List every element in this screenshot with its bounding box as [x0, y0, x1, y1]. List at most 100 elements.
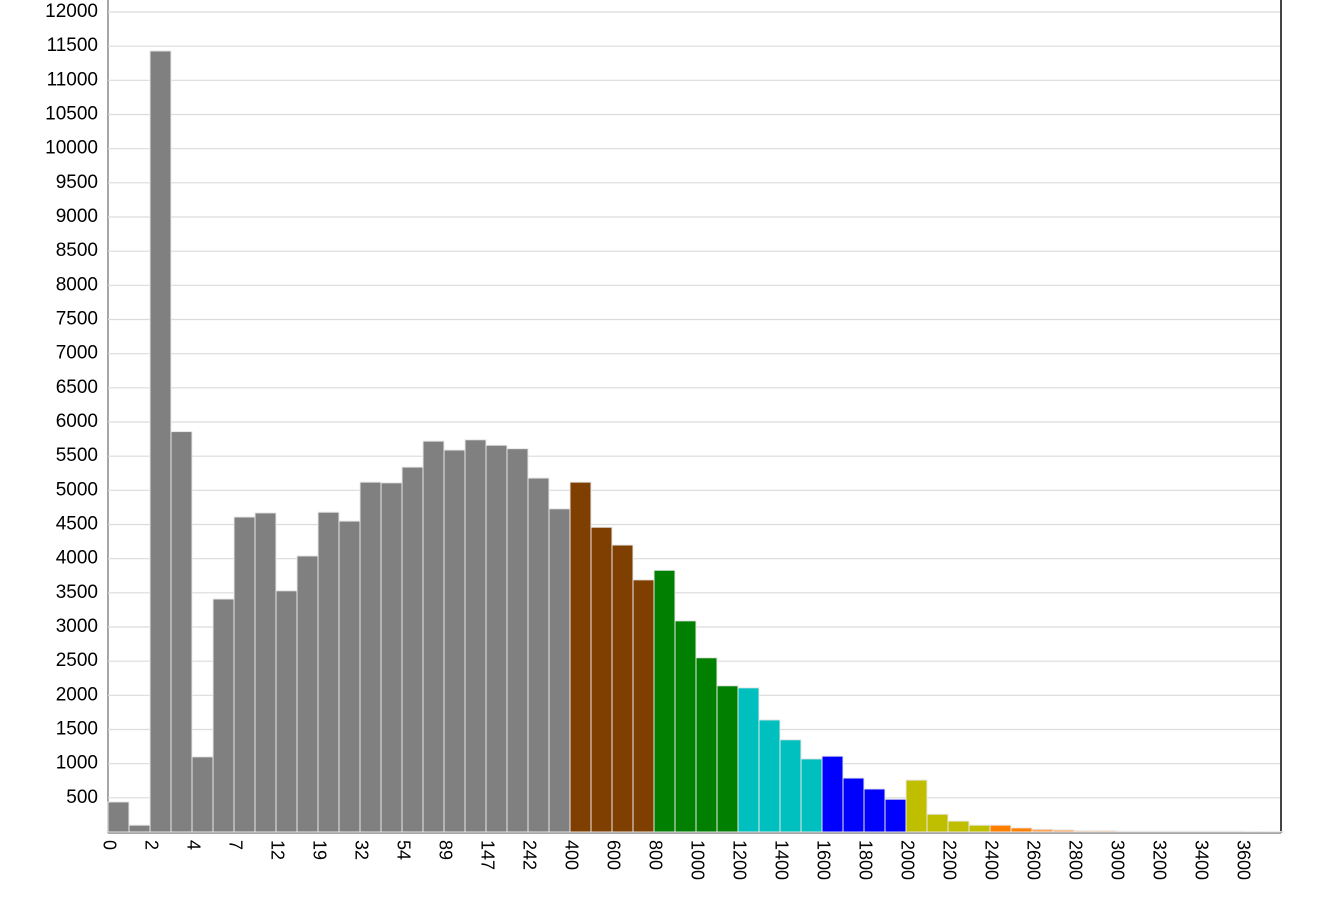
x-tick-label: 54	[393, 840, 413, 860]
bar	[1199, 830, 1222, 833]
bar	[317, 511, 340, 833]
bar	[233, 516, 256, 833]
x-tick-label: 400	[561, 840, 581, 870]
x-tick-label: 89	[435, 840, 455, 860]
bar	[1157, 830, 1180, 833]
bar	[1220, 830, 1243, 833]
y-tick-label: 12000	[45, 1, 98, 22]
bar	[254, 512, 277, 833]
x-tick-label: 3000	[1107, 840, 1127, 880]
y-tick-label: 10000	[45, 138, 98, 159]
x-tick-label: 242	[519, 840, 539, 870]
bar	[464, 439, 487, 833]
bar	[1115, 830, 1138, 833]
bar	[1136, 830, 1159, 833]
bar	[779, 739, 802, 833]
x-tick-label: 1800	[855, 840, 875, 880]
bar	[842, 777, 865, 833]
bar	[758, 719, 781, 833]
bar	[443, 449, 466, 833]
y-tick-label: 9000	[56, 206, 98, 227]
x-tick-label: 2600	[1023, 840, 1043, 880]
bar	[485, 444, 508, 833]
y-tick-label: 9500	[56, 172, 98, 193]
x-tick-label: 3600	[1233, 840, 1253, 880]
x-tick-label: 2	[141, 840, 161, 850]
bar	[548, 508, 571, 833]
bar	[359, 481, 382, 833]
bar	[590, 526, 613, 833]
x-tick-label: 2200	[939, 840, 959, 880]
bar	[632, 579, 655, 833]
y-tick-label: 5000	[56, 479, 98, 500]
y-tick-label: 2500	[56, 650, 98, 671]
bar	[947, 820, 970, 833]
x-tick-label: 1600	[813, 840, 833, 880]
bar	[338, 520, 361, 833]
bar	[149, 50, 172, 833]
x-tick-label: 19	[309, 840, 329, 860]
x-tick-label: 0	[99, 840, 119, 850]
y-tick-label: 2000	[56, 684, 98, 705]
bar	[737, 687, 760, 833]
bar	[1073, 830, 1096, 833]
y-tick-label: 3000	[56, 616, 98, 637]
y-tick-label: 1000	[56, 753, 98, 774]
bar	[128, 824, 151, 833]
y-tick-label: 7500	[56, 309, 98, 330]
bar	[296, 555, 319, 833]
bar	[422, 440, 445, 833]
y-tick-label: 3500	[56, 582, 98, 603]
y-tick-label: 11500	[47, 35, 98, 56]
bar	[1052, 829, 1075, 833]
y-tick-label: 11000	[47, 69, 98, 90]
bar	[674, 620, 697, 833]
x-tick-label: 1200	[729, 840, 749, 880]
x-tick-label: 2000	[897, 840, 917, 880]
bar	[275, 590, 298, 833]
x-tick-label: 4	[183, 840, 203, 850]
bar	[653, 569, 676, 833]
x-tick-label: 1000	[687, 840, 707, 880]
y-tick-label: 4500	[56, 514, 98, 535]
bar	[107, 801, 130, 833]
x-tick-label: 600	[603, 840, 623, 870]
bar	[821, 755, 844, 833]
bar	[170, 431, 193, 833]
bar	[1094, 830, 1117, 833]
x-tick-label: 3200	[1149, 840, 1169, 880]
x-tick-label: 12	[267, 840, 287, 860]
bar	[695, 657, 718, 833]
y-tick-label: 6000	[56, 411, 98, 432]
bar	[380, 482, 403, 833]
y-tick-label: 1500	[56, 719, 98, 740]
bar	[884, 798, 907, 833]
y-tick-label: 8000	[56, 274, 98, 295]
bar	[191, 756, 214, 833]
bar	[1178, 830, 1201, 833]
bar	[800, 758, 823, 833]
y-tick-label: 4000	[56, 548, 98, 569]
bar	[527, 477, 550, 833]
x-tick-label: 32	[351, 840, 371, 860]
bar	[401, 466, 424, 833]
bar	[1010, 827, 1033, 833]
bar	[905, 779, 928, 833]
bar	[569, 481, 592, 833]
x-tick-label: 800	[645, 840, 665, 870]
y-tick-label: 5500	[56, 445, 98, 466]
bar	[611, 544, 634, 833]
bar	[1031, 828, 1054, 833]
y-tick-label: 7000	[56, 343, 98, 364]
bar	[212, 598, 235, 833]
bar	[926, 813, 949, 833]
bar	[506, 448, 529, 833]
bar	[989, 824, 1012, 833]
x-tick-label: 2400	[981, 840, 1001, 880]
y-tick-label: 8500	[56, 240, 98, 261]
x-tick-label: 7	[225, 840, 245, 850]
y-tick-label: 10500	[45, 104, 98, 125]
x-tick-label: 147	[477, 840, 497, 870]
bar	[716, 685, 739, 833]
